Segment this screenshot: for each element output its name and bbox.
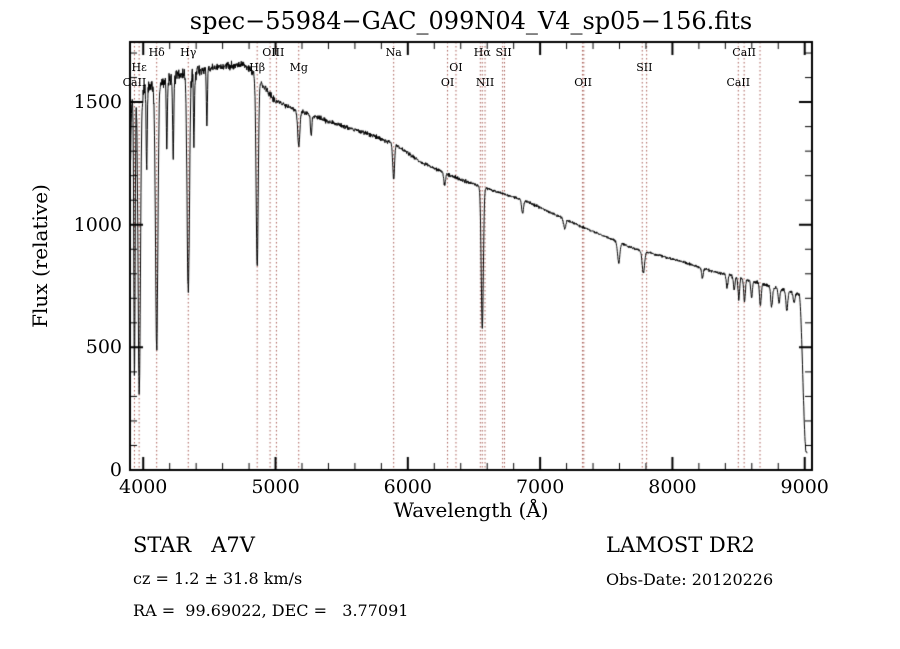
object-classification: STAR A7V — [133, 533, 255, 557]
spectral-line-label: Hε — [131, 61, 147, 74]
survey-name: LAMOST DR2 — [606, 533, 755, 557]
cz-value: cz = 1.2 ± 31.8 km/s — [133, 569, 303, 588]
spectral-line-label: SII — [636, 61, 653, 74]
x-tick-label: 9000 — [780, 476, 829, 498]
spectral-line-label: Mg — [289, 61, 308, 74]
spectral-line-label: NII — [475, 76, 495, 89]
spectral-line-label: Hβ — [249, 61, 266, 74]
obs-date: Obs-Date: 20120226 — [606, 570, 774, 589]
spectral-line-label: CaII — [122, 76, 147, 89]
spectral-line-label: Na — [385, 46, 402, 59]
x-tick-label: 8000 — [648, 476, 697, 498]
y-axis-title: Flux (relative) — [28, 184, 52, 328]
spectral-line-label: OI — [449, 61, 463, 74]
y-tick-label: 1500 — [73, 91, 122, 114]
spectral-line-label: Hγ — [180, 46, 197, 59]
ra-dec-value: RA = 99.69022, DEC = 3.77091 — [133, 601, 409, 620]
y-tick-label: 1000 — [73, 213, 122, 236]
x-axis-title: Wavelength (Å) — [393, 498, 549, 522]
spectral-line-label: CaII — [732, 46, 756, 59]
x-tick-label: 7000 — [515, 476, 565, 498]
x-tick-label: 6000 — [383, 476, 432, 498]
plot-title: spec−55984−GAC_099N04_V4_sp05−156.fits — [189, 7, 753, 35]
spectral-line-label: SII — [495, 46, 512, 59]
spectral-line-label: OIII — [262, 46, 285, 59]
spectral-line-label: OII — [574, 76, 592, 89]
spectral-line-label: CaII — [726, 76, 751, 89]
x-tick-label: 5000 — [251, 476, 300, 498]
x-tick-label: 4000 — [119, 476, 168, 498]
y-tick-label: 500 — [85, 336, 122, 359]
spectral-line-label: Hδ — [148, 46, 165, 59]
spectral-line-label: OI — [440, 76, 455, 89]
spectral-line-label: Hα — [473, 46, 491, 59]
y-tick-label: 0 — [109, 459, 122, 481]
